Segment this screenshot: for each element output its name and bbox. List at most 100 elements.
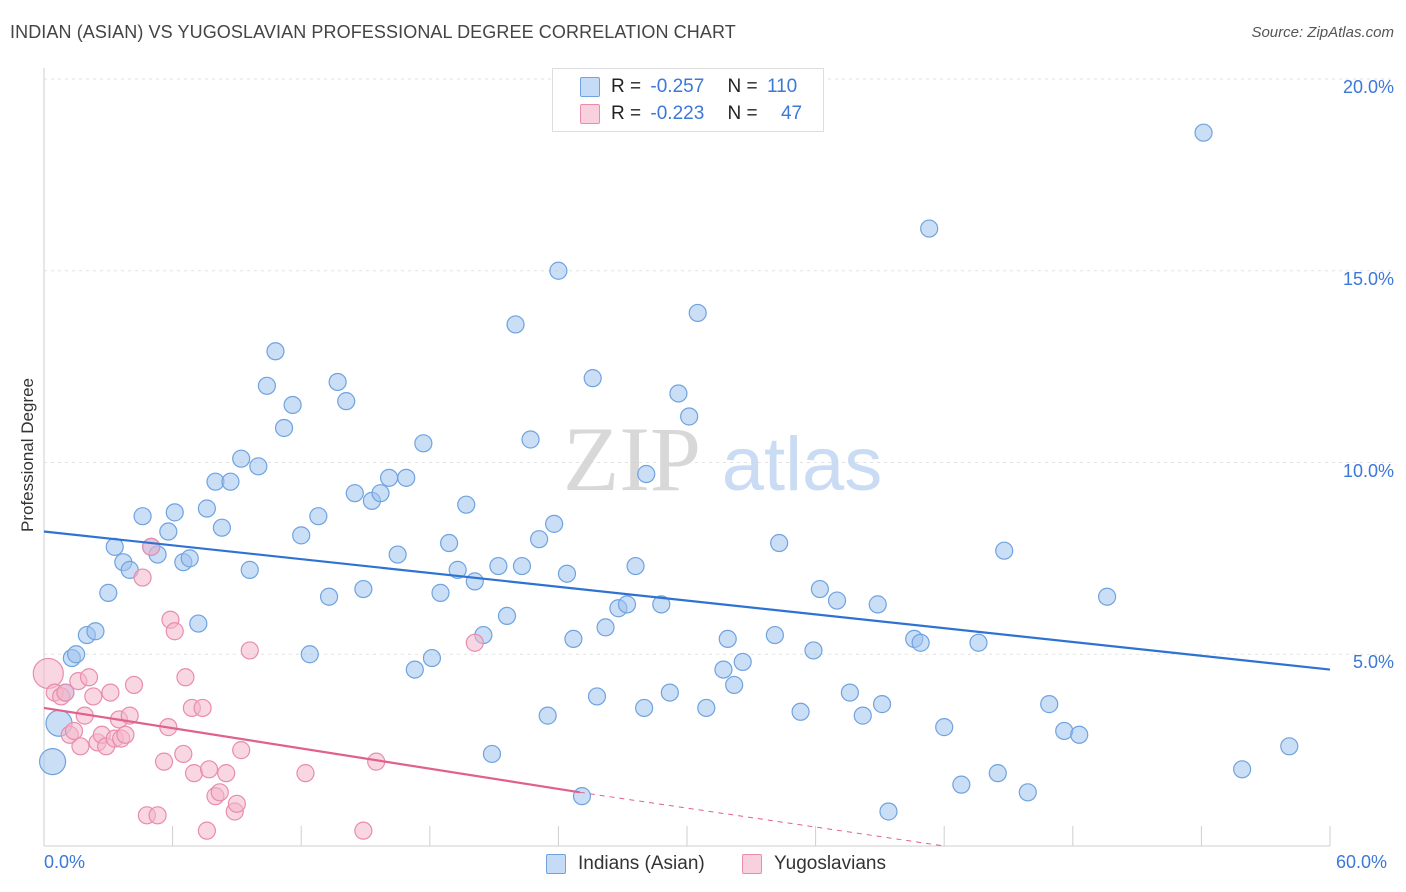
- data-point-indians: [635, 698, 654, 718]
- data-point-indians: [596, 618, 615, 637]
- data-point-indians: [405, 660, 424, 679]
- data-point-indians: [99, 583, 118, 602]
- data-point-indians: [725, 675, 744, 695]
- n-label: N =: [727, 76, 758, 97]
- data-point-yugoslavians: [116, 725, 135, 744]
- data-point-indians: [1233, 760, 1252, 779]
- data-point-yugoslavians: [148, 806, 167, 825]
- data-point-yugoslavians: [124, 675, 144, 695]
- data-point-indians: [669, 384, 688, 403]
- data-point-indians: [448, 560, 467, 579]
- data-point-indians: [988, 764, 1007, 783]
- data-point-yugoslavians: [79, 668, 99, 687]
- y-tick-label: 10.0%: [1342, 460, 1394, 481]
- legend-swatch-indians: [546, 854, 566, 874]
- data-point-yugoslavians: [232, 741, 251, 760]
- data-point-indians: [300, 645, 319, 664]
- trend-lines: [43, 530, 1331, 847]
- data-point-indians: [512, 556, 532, 576]
- data-point-indians: [920, 219, 939, 238]
- data-point-yugoslavians: [227, 794, 246, 813]
- data-point-indians: [688, 303, 707, 323]
- data-point-yugoslavians: [154, 752, 174, 771]
- trend-extension-yugoslavians: [579, 791, 945, 847]
- data-point-yugoslavians: [165, 622, 184, 641]
- data-point-yugoslavians: [101, 683, 120, 702]
- data-point-indians: [804, 641, 823, 660]
- data-point-indians: [853, 706, 872, 725]
- data-point-indians: [733, 652, 752, 672]
- data-point-indians: [564, 629, 583, 649]
- data-point-indians: [617, 595, 637, 614]
- data-point-indians: [422, 648, 442, 668]
- data-point-indians: [952, 775, 971, 794]
- watermark-zip: ZIP: [563, 408, 701, 510]
- data-point-indians: [371, 484, 390, 503]
- data-point-yugoslavians: [184, 764, 204, 783]
- x-tick-label-max: 60.0%: [1336, 852, 1388, 872]
- data-point-yugoslavians: [174, 744, 193, 764]
- data-point-indians: [530, 530, 549, 549]
- data-point-yugoslavians: [354, 821, 373, 840]
- trend-line-indians: [43, 530, 1331, 671]
- data-point-indians: [840, 683, 859, 702]
- data-point-indians: [257, 376, 277, 395]
- r-value: -0.223: [650, 103, 705, 124]
- data-point-indians: [1018, 783, 1037, 802]
- data-point-indians: [969, 633, 988, 652]
- data-point-indians: [1070, 725, 1089, 744]
- data-point-yugoslavians: [133, 568, 152, 587]
- data-point-yugoslavians: [142, 537, 161, 556]
- data-point-indians: [583, 369, 602, 388]
- data-point-indians: [328, 372, 347, 392]
- data-point-indians: [827, 591, 847, 610]
- data-point-indians: [868, 595, 887, 614]
- data-point-indians: [133, 507, 152, 526]
- data-point-indians: [1097, 587, 1117, 606]
- data-point-yugoslavians: [296, 764, 315, 783]
- data-point-indians: [489, 556, 508, 576]
- axes: [43, 68, 1331, 847]
- data-point-indians: [397, 468, 416, 487]
- data-point-indians: [388, 545, 407, 564]
- data-point-indians: [1055, 721, 1074, 741]
- data-point-indians: [86, 622, 105, 641]
- data-point-yugoslavians: [71, 737, 90, 756]
- data-point-indians: [274, 418, 294, 438]
- data-point-indians: [872, 695, 892, 714]
- data-point-indians: [791, 702, 810, 721]
- legend-label-indians: Indians (Asian): [578, 853, 705, 874]
- yugoslavians-swatch: [580, 104, 600, 124]
- data-point-indians: [1280, 737, 1299, 756]
- data-point-yugoslavians: [32, 657, 64, 690]
- data-point-indians: [221, 472, 240, 491]
- data-point-indians: [431, 583, 450, 602]
- data-point-indians: [240, 560, 259, 579]
- n-value: 110: [766, 76, 798, 97]
- data-point-indians: [506, 315, 525, 334]
- data-point-indians: [482, 744, 502, 764]
- y-tick-label: 15.0%: [1342, 268, 1394, 289]
- y-tick-label: 20.0%: [1342, 77, 1394, 97]
- data-point-indians: [165, 503, 184, 522]
- data-point-indians: [105, 537, 124, 556]
- data-point-indians: [652, 595, 671, 614]
- data-point-indians: [545, 514, 564, 533]
- data-point-indians: [521, 430, 540, 449]
- data-point-indians: [538, 706, 557, 725]
- data-point-indians: [266, 342, 285, 361]
- data-point-indians: [319, 587, 339, 606]
- data-point-yugoslavians: [210, 783, 229, 802]
- stats-box: R = -0.257 N = 110 R = -0.223 N = 47: [552, 68, 824, 132]
- data-point-indians: [637, 464, 656, 484]
- data-point-yugoslavians: [197, 821, 216, 840]
- data-point-indians: [457, 495, 476, 514]
- data-point-indians: [626, 556, 645, 576]
- data-point-yugoslavians: [240, 641, 259, 660]
- data-point-yugoslavians: [465, 633, 484, 652]
- legend-label-yugoslavians: Yugoslavians: [774, 853, 886, 874]
- watermark-atlas: atlas: [722, 422, 883, 507]
- y-tick-label: 5.0%: [1352, 652, 1394, 673]
- data-point-indians: [292, 526, 311, 545]
